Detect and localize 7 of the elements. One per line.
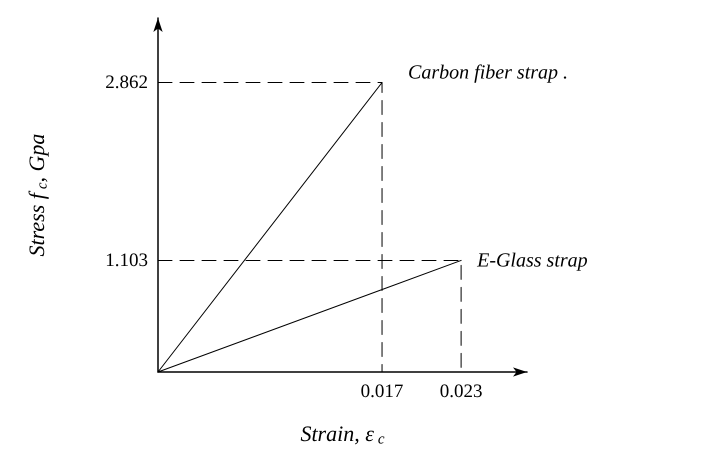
- series-label: Carbon fiber strap .: [408, 62, 568, 84]
- y-tick-label: 1.103: [105, 250, 148, 271]
- x-tick-label: 0.023: [440, 381, 482, 402]
- y-axis-title: Stress fc, Gpa: [24, 134, 50, 256]
- series-label: E-Glass strap: [476, 249, 588, 272]
- x-tick-label: 0.017: [360, 381, 404, 402]
- y-tick-label: 2.862: [105, 72, 148, 94]
